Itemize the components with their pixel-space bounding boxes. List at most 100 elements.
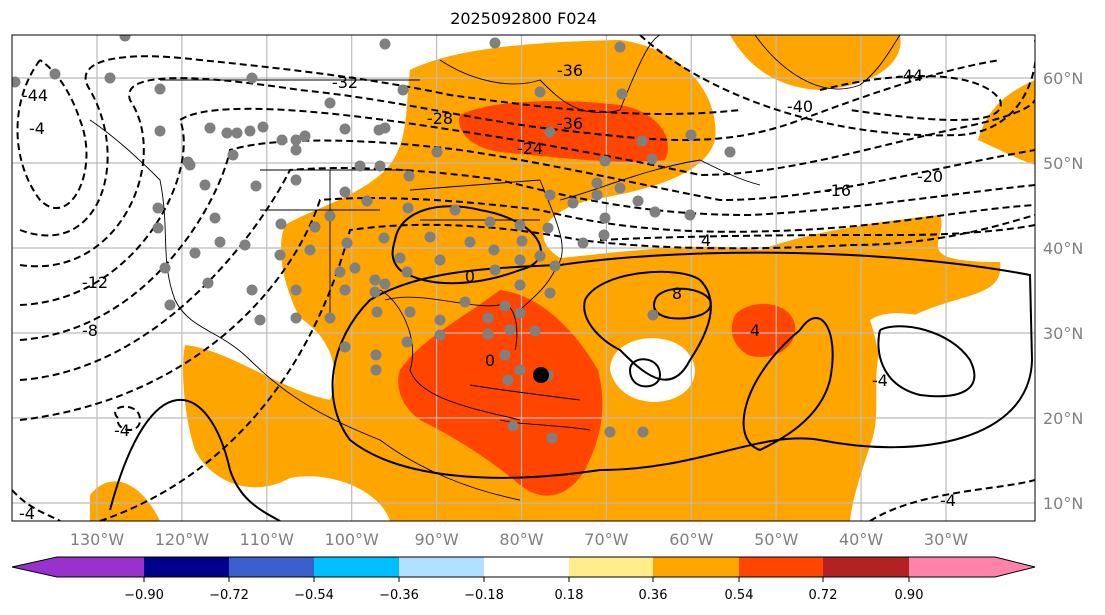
station-marker	[646, 153, 658, 165]
station-marker	[276, 134, 288, 146]
map-frame	[11, 34, 1036, 522]
hurricane-marker	[533, 367, 549, 383]
coastlines	[89, 35, 901, 501]
station-marker	[604, 426, 616, 438]
station-marker	[489, 264, 501, 276]
latitude-label: 10°N	[1043, 494, 1083, 513]
station-marker	[371, 306, 383, 318]
map-area: -32-28-36-36-24-44-40-20-16-12-8-44800-4…	[12, 35, 1035, 521]
negative-contour	[19, 139, 1035, 341]
station-marker	[577, 237, 589, 249]
contour-label: -20	[917, 167, 943, 186]
latitude-label: 60°N	[1043, 69, 1083, 88]
station-marker	[49, 68, 61, 80]
station-marker	[401, 336, 413, 348]
station-marker	[567, 197, 579, 209]
station-marker	[324, 312, 336, 324]
contour-label: -44	[897, 66, 923, 85]
station-marker	[647, 309, 659, 321]
colorbar-tick-label: 0.90	[895, 588, 924, 603]
station-marker	[104, 72, 116, 84]
colorbar-segment	[314, 557, 399, 577]
latitude-label: 20°N	[1043, 409, 1083, 428]
station-marker	[632, 195, 644, 207]
contour-label: -24	[517, 139, 543, 158]
station-marker	[354, 160, 366, 172]
station-marker	[616, 88, 628, 100]
colorbar-segment	[823, 557, 909, 577]
station-marker	[231, 127, 243, 139]
station-marker	[434, 254, 446, 266]
station-marker	[516, 235, 528, 247]
station-marker	[514, 254, 526, 266]
station-marker	[534, 250, 546, 262]
anomaly-region	[459, 101, 668, 162]
station-marker	[324, 97, 336, 109]
station-marker	[370, 349, 382, 361]
station-marker	[369, 274, 381, 286]
longitude-label: 40°W	[839, 530, 883, 549]
longitude-label: 130°W	[70, 530, 125, 549]
station-marker	[334, 266, 346, 278]
negative-contour	[19, 55, 741, 237]
station-marker	[529, 325, 541, 337]
longitude-label: 100°W	[325, 530, 380, 549]
station-marker	[685, 129, 697, 141]
colorbar-segment	[909, 557, 995, 577]
station-marker	[431, 146, 443, 158]
contour-label: -44	[22, 86, 48, 105]
negative-contour	[19, 99, 1035, 306]
station-marker	[614, 182, 626, 194]
contour-label: -28	[427, 109, 453, 128]
colorbar-tick-label: 0.18	[555, 588, 584, 603]
station-marker	[12, 76, 21, 88]
station-marker	[246, 284, 258, 296]
station-marker	[514, 219, 526, 231]
colorbar-segment	[144, 557, 229, 577]
station-marker	[209, 212, 221, 224]
station-marker	[221, 127, 233, 139]
latitude-label: 50°N	[1043, 154, 1083, 173]
latitude-label: 30°N	[1043, 324, 1083, 343]
station-marker	[614, 41, 626, 53]
colorbar-tick-label: 0.72	[809, 588, 838, 603]
station-marker	[636, 135, 648, 147]
station-marker	[488, 244, 500, 256]
negative-contour	[99, 214, 1035, 521]
longitude-label: 90°W	[415, 530, 459, 549]
longitude-label: 50°W	[754, 530, 798, 549]
station-marker	[154, 125, 166, 137]
station-marker	[214, 236, 226, 248]
station-marker	[591, 189, 603, 201]
colorbar-tick-label: −0.54	[294, 588, 334, 603]
station-marker	[361, 195, 373, 207]
contour-label: 4	[701, 231, 711, 250]
negative-contour	[869, 479, 1035, 521]
contour-label: 0	[465, 267, 475, 286]
negative-contour	[819, 75, 1002, 121]
contour-label: -40	[787, 97, 813, 116]
contour-label: -32	[332, 73, 358, 92]
station-marker	[724, 146, 736, 158]
station-marker	[482, 312, 494, 324]
colorbar-segment	[399, 557, 484, 577]
station-marker	[370, 364, 382, 376]
station-marker	[449, 204, 461, 216]
station-marker	[404, 306, 416, 318]
coastline	[469, 384, 591, 431]
positive-contour	[583, 270, 712, 381]
station-marker	[290, 312, 302, 324]
longitude-label: 70°W	[584, 530, 628, 549]
anomaly-region	[610, 338, 695, 402]
station-marker	[544, 287, 556, 299]
anomaly-region	[398, 290, 603, 496]
positive-contour	[877, 325, 976, 398]
station-marker	[275, 218, 287, 230]
station-marker	[542, 222, 554, 234]
station-marker	[499, 300, 511, 312]
station-marker	[189, 247, 201, 259]
anomaly-region	[90, 481, 160, 521]
station-marker	[339, 341, 351, 353]
negative-contour	[19, 59, 1001, 268]
station-marker	[499, 349, 511, 361]
